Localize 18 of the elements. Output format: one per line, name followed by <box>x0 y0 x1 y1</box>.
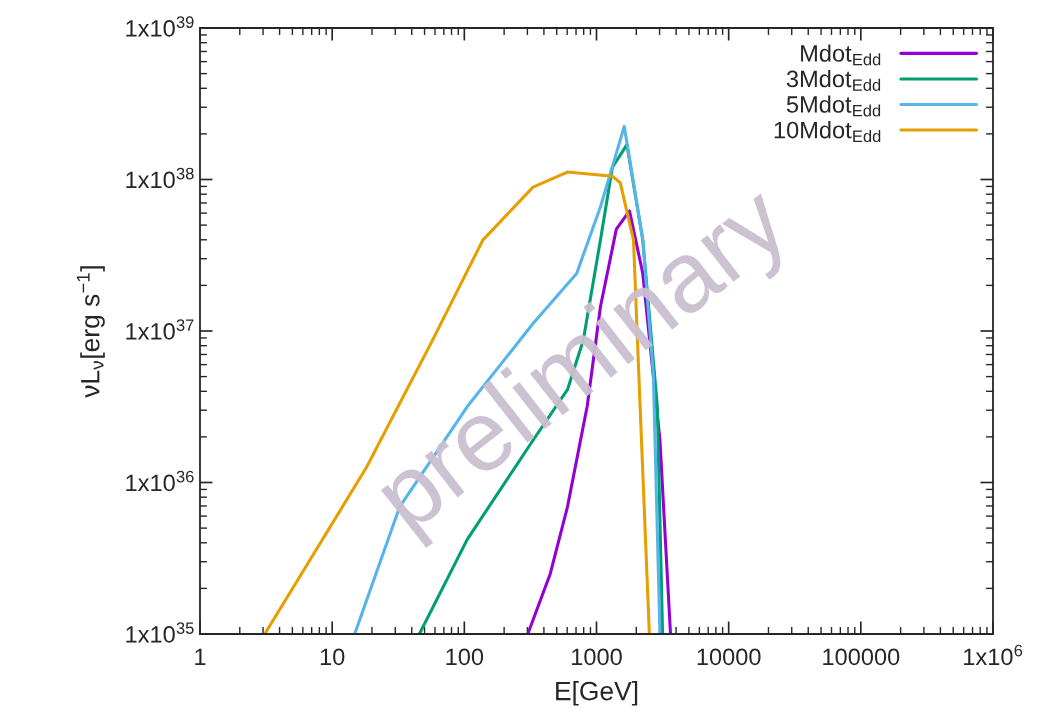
legend-label: Mdot$_{Edd}$ <box>801 44 881 66</box>
x-tick-label: 100 <box>446 648 484 666</box>
x-axis-title: E[GeV] <box>556 681 638 706</box>
legend-label: 10Mdot$_{Edd}$ <box>774 121 881 143</box>
y-tick-label: 1x10$^{36}$ <box>126 470 194 492</box>
y-tick-label: 1x10$^{35}$ <box>126 622 194 643</box>
x-tick-label: 1000 <box>572 648 622 666</box>
y-axis-title: νL$_{ν}$[erg s$^{−1}$] <box>76 266 105 398</box>
legend-label: 5Mdot$_{Edd}$ <box>786 95 881 117</box>
x-tick-label: 1x10$^{6}$ <box>964 644 1023 666</box>
x-tick-label: 10 <box>320 648 345 666</box>
y-tick-label: 1x10$^{37}$ <box>126 319 194 340</box>
x-tick-label: 1 <box>195 648 206 665</box>
y-tick-label: 1x10$^{39}$ <box>126 16 194 37</box>
x-tick-label: 100000 <box>823 648 900 666</box>
x-tick-label: 10000 <box>697 648 761 666</box>
y-tick-label: 1x10$^{38}$ <box>126 167 194 189</box>
legend-label: 3Mdot$_{Edd}$ <box>786 69 881 91</box>
